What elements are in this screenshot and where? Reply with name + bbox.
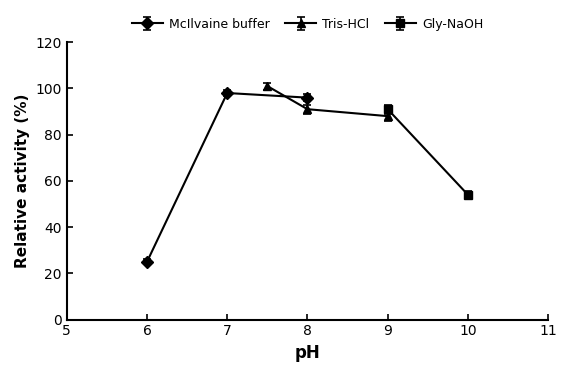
X-axis label: pH: pH [295, 344, 320, 362]
Y-axis label: Relative activity (%): Relative activity (%) [15, 93, 30, 268]
Legend: McIlvaine buffer, Tris-HCl, Gly-NaOH: McIlvaine buffer, Tris-HCl, Gly-NaOH [129, 15, 486, 33]
